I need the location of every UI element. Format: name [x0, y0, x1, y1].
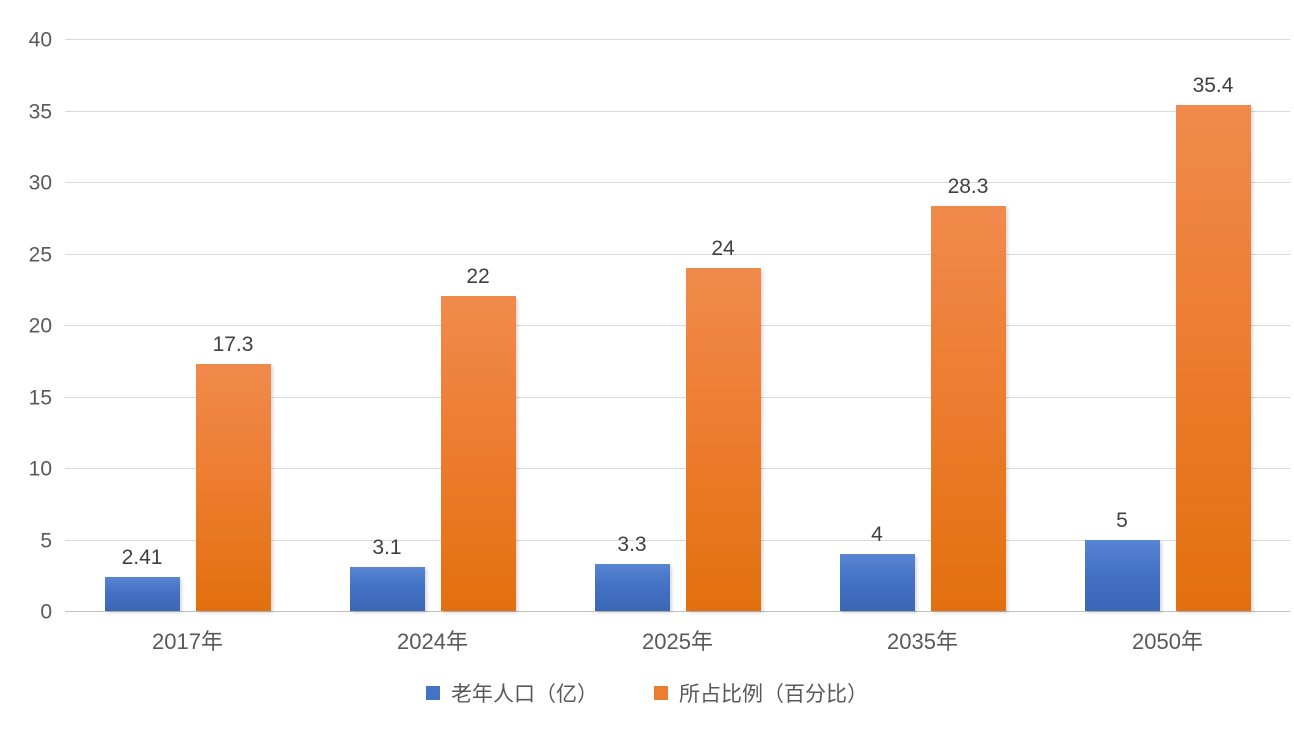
- bar-population: [104, 576, 180, 611]
- x-tick-label: 2024年: [397, 629, 468, 654]
- plot-area: 2.41 17.3 3.1 22 3.3 24 4 28.3 5 35.4: [65, 39, 1290, 612]
- y-tick-label: 25: [28, 243, 52, 266]
- legend-swatch-icon: [426, 686, 440, 700]
- bar-group: 4 28.3: [800, 175, 1045, 611]
- y-tick-label: 30: [28, 171, 52, 195]
- bar-value-label: 35.4: [1192, 73, 1234, 97]
- bar-wrap: 3.1: [349, 535, 425, 611]
- bar-wrap: 3.3: [594, 532, 670, 611]
- legend: 老年人口（亿） 所占比例（百分比）: [0, 678, 1294, 708]
- legend-swatch-icon: [654, 686, 668, 700]
- x-tick-label: 2017年: [152, 629, 223, 654]
- gridline: [65, 182, 1290, 183]
- x-axis-line: [65, 611, 1290, 612]
- bar-population: [1084, 539, 1160, 611]
- x-axis-labels: 2017年 2024年 2025年 2035年 2050年: [65, 624, 1290, 656]
- y-tick-label: 0: [40, 600, 52, 624]
- bar-percentage: [440, 296, 516, 611]
- bar-wrap: 5: [1084, 508, 1160, 611]
- bar-value-label: 4: [871, 522, 883, 546]
- bar-group: 3.1 22: [310, 265, 555, 611]
- bar-value-label: 2.41: [121, 545, 163, 569]
- bar-percentage: [685, 267, 761, 611]
- bar-group: 5 35.4: [1045, 74, 1290, 611]
- x-tick-label: 2025年: [642, 629, 713, 654]
- bar-population: [839, 553, 915, 611]
- y-tick-label: 20: [28, 314, 52, 338]
- y-tick-label: 35: [28, 100, 52, 123]
- gridline: [65, 325, 1290, 326]
- bar-wrap: 28.3: [930, 175, 1006, 611]
- legend-label: 所占比例（百分比）: [679, 683, 868, 706]
- bar-percentage: [195, 363, 271, 611]
- gridline: [65, 468, 1290, 469]
- y-tick-label: 15: [28, 386, 52, 409]
- legend-label: 老年人口（亿）: [451, 683, 598, 706]
- bar-value-label: 3.1: [372, 535, 402, 559]
- bar-percentage: [930, 206, 1006, 611]
- y-tick-label: 40: [28, 28, 52, 52]
- gridline: [65, 396, 1290, 398]
- legend-item: 所占比例（百分比）: [654, 678, 868, 708]
- gridline: [65, 539, 1290, 541]
- gridline: [65, 39, 1290, 40]
- bar-population: [349, 566, 425, 611]
- legend-item: 老年人口（亿）: [426, 678, 598, 708]
- bar-value-label: 22: [466, 265, 490, 289]
- bar-group: 3.3 24: [555, 237, 800, 611]
- bar-wrap: 24: [685, 236, 761, 611]
- x-tick-label: 2035年: [887, 629, 958, 654]
- bar-population: [594, 563, 670, 611]
- bar-wrap: 4: [839, 522, 915, 611]
- bar-value-label: 17.3: [212, 332, 254, 356]
- y-tick-label: 10: [28, 457, 52, 481]
- bar-value-label: 24: [711, 236, 735, 260]
- bar-group: 2.41 17.3: [65, 333, 310, 611]
- bar-wrap: 22: [440, 265, 516, 611]
- gridline: [65, 110, 1290, 112]
- y-axis-labels: 0 5 10 15 20 25 30 35 40: [0, 30, 52, 623]
- bar-wrap: 17.3: [195, 332, 271, 611]
- bar-value-label: 5: [1116, 508, 1128, 532]
- y-tick-label: 5: [40, 529, 52, 552]
- bar-wrap: 2.41: [104, 545, 180, 611]
- bar-wrap: 35.4: [1175, 73, 1251, 611]
- bar-value-label: 3.3: [617, 532, 647, 556]
- gridline: [65, 253, 1290, 255]
- x-tick-label: 2050年: [1132, 629, 1203, 654]
- bar-percentage: [1175, 104, 1251, 611]
- bar-value-label: 28.3: [947, 175, 989, 199]
